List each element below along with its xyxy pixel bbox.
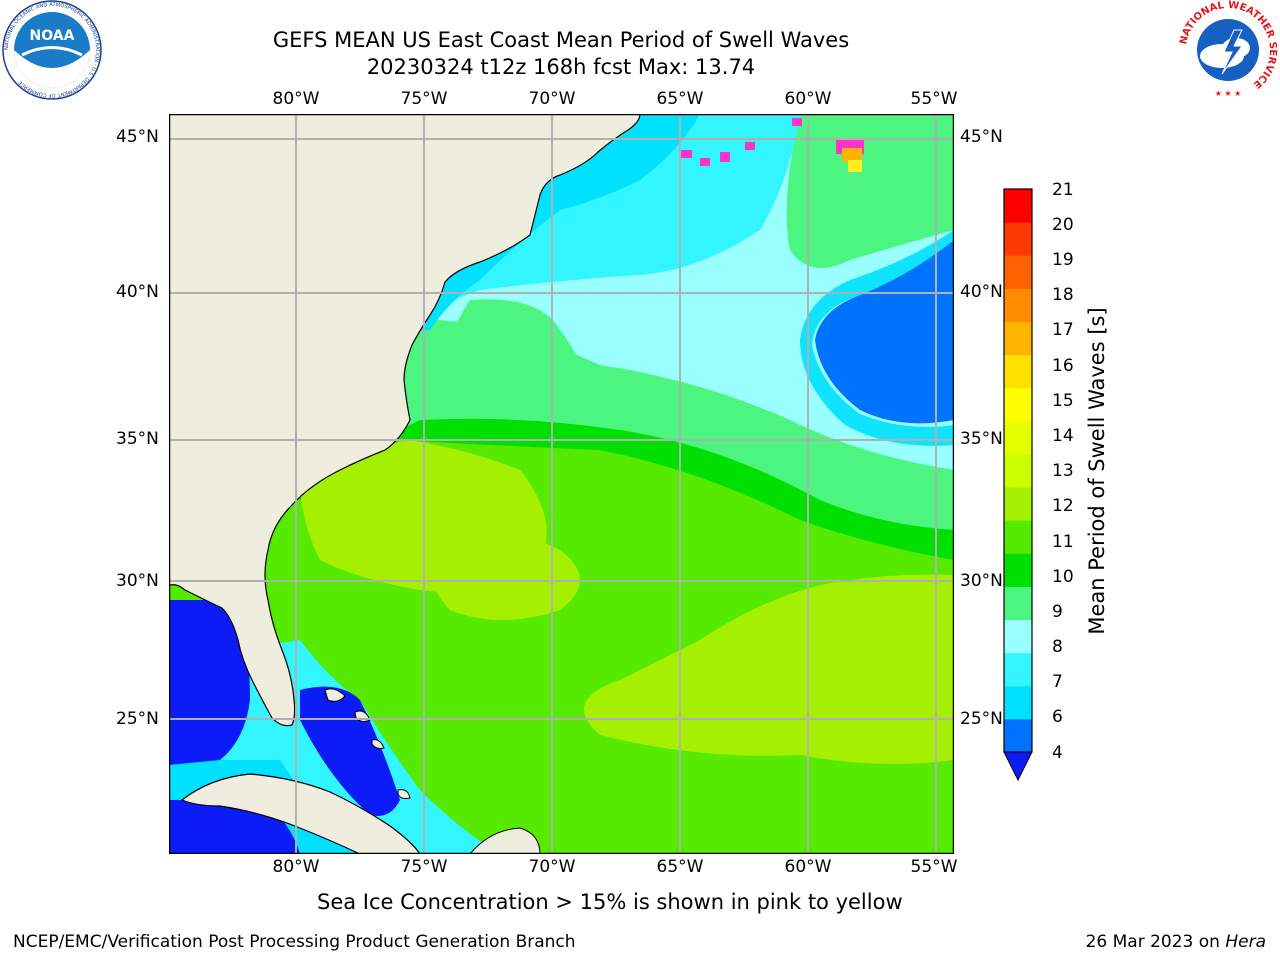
map-frame — [169, 114, 954, 854]
lat-label-right: 25°N — [960, 709, 1003, 729]
footer-machine: Hera — [1225, 932, 1266, 952]
colorbar-segment — [1004, 487, 1032, 521]
lon-label-top: 70°W — [528, 89, 576, 109]
lat-label-right: 35°N — [960, 429, 1003, 449]
colorbar-under-triangle — [1003, 751, 1033, 782]
lat-label-left: 45°N — [116, 127, 159, 147]
colorbar-segment — [1004, 387, 1032, 422]
colorbar-segment — [1004, 453, 1032, 488]
land-cuba — [180, 773, 421, 854]
footer-date-text: 26 Mar 2023 on — [1085, 932, 1226, 952]
colorbar-segment — [1004, 420, 1032, 455]
lat-label-right: 40°N — [960, 282, 1003, 302]
lon-label-top: 65°W — [656, 89, 704, 109]
colorbar-segment — [1004, 619, 1032, 654]
field-9s-patch — [447, 299, 580, 414]
colorbar-segment — [1004, 255, 1032, 289]
chart-title: GEFS MEAN US East Coast Mean Period of S… — [272, 28, 850, 52]
colorbar-tick: 14 — [1052, 426, 1074, 446]
colorbar-tick: 9 — [1052, 602, 1063, 622]
lon-label-top: 75°W — [400, 89, 448, 109]
land-hispaniola — [469, 827, 541, 854]
colorbar-tick: 7 — [1052, 672, 1063, 692]
colorbar-tick: 4 — [1052, 743, 1063, 763]
colorbar-segment — [1004, 553, 1032, 587]
colorbar-segment — [1004, 586, 1032, 621]
colorbar-segment — [1004, 685, 1032, 720]
colorbar-tick: 6 — [1052, 707, 1063, 727]
colorbar-segment — [1004, 354, 1032, 389]
colorbar-tick: 20 — [1052, 215, 1074, 235]
lat-label-left: 35°N — [116, 429, 159, 449]
field-2s-east — [815, 240, 954, 424]
lon-label-bottom: 60°W — [784, 857, 832, 877]
lat-label-right: 30°N — [960, 571, 1003, 591]
land-bahamas — [324, 688, 411, 799]
colorbar-tick: 18 — [1052, 285, 1074, 305]
lon-label-top: 60°W — [784, 89, 832, 109]
colorbar-tick: 13 — [1052, 461, 1074, 481]
colorbar-tick: 11 — [1052, 532, 1074, 552]
lon-label-bottom: 65°W — [656, 857, 704, 877]
nws-logo: NATIONAL WEATHER SERVICE ★ ★ ★ — [1178, 0, 1278, 99]
colorbar-segment — [1004, 222, 1032, 256]
lat-label-left: 40°N — [116, 282, 159, 302]
colorbar-frame — [1003, 188, 1033, 753]
colorbar-tick: 17 — [1052, 320, 1074, 340]
colorbar — [1003, 188, 1033, 782]
lon-label-top: 55°W — [910, 89, 958, 109]
sea-ice-patches — [680, 118, 864, 172]
colorbar-segment — [1004, 288, 1032, 322]
field-4s-east — [800, 230, 954, 446]
colorbar-tick: 16 — [1052, 356, 1074, 376]
colorbar-segment — [1004, 321, 1032, 356]
swell-period-map — [169, 114, 954, 854]
colorbar-tick: 8 — [1052, 637, 1063, 657]
colorbar-tick: 19 — [1052, 250, 1074, 270]
lon-label-bottom: 80°W — [272, 857, 320, 877]
field-9s-ne — [786, 114, 954, 268]
lon-label-bottom: 55°W — [910, 857, 958, 877]
sea-ice-caption: Sea Ice Concentration > 15% is shown in … — [317, 890, 903, 914]
svg-text:★ ★ ★: ★ ★ ★ — [1215, 89, 1242, 98]
lon-label-bottom: 70°W — [528, 857, 576, 877]
svg-text:NOAA: NOAA — [30, 28, 75, 44]
graticule — [169, 114, 954, 854]
land-north-america — [169, 114, 641, 727]
colorbar-segment — [1004, 520, 1032, 554]
field-12s-east — [584, 574, 954, 764]
colorbar-segment — [1004, 652, 1032, 687]
colorbar-segment — [1004, 718, 1032, 753]
lon-label-top: 80°W — [272, 89, 320, 109]
lat-label-right: 45°N — [960, 127, 1003, 147]
colorbar-tick: 21 — [1052, 180, 1074, 200]
footer-date: 26 Mar 2023 on Hera — [1086, 932, 1266, 952]
colorbar-tick: 15 — [1052, 391, 1074, 411]
noaa-logo: NATIONAL OCEANIC AND ATMOSPHERIC ADMINIS… — [2, 0, 102, 100]
footer-org: NCEP/EMC/Verification Post Processing Pr… — [13, 932, 576, 952]
colorbar-segment — [1004, 189, 1032, 223]
colorbar-label: Mean Period of Swell Waves [s] — [1085, 307, 1109, 635]
field-12s-patch — [427, 527, 580, 620]
lon-label-bottom: 75°W — [400, 857, 448, 877]
lat-label-left: 25°N — [116, 709, 159, 729]
field-under-gulf — [169, 600, 250, 765]
lat-label-left: 30°N — [116, 571, 159, 591]
colorbar-tick: 10 — [1052, 567, 1074, 587]
chart-subtitle: 20230324 t12z 168h fcst Max: 13.74 — [366, 55, 756, 79]
colorbar-tick: 12 — [1052, 496, 1074, 516]
